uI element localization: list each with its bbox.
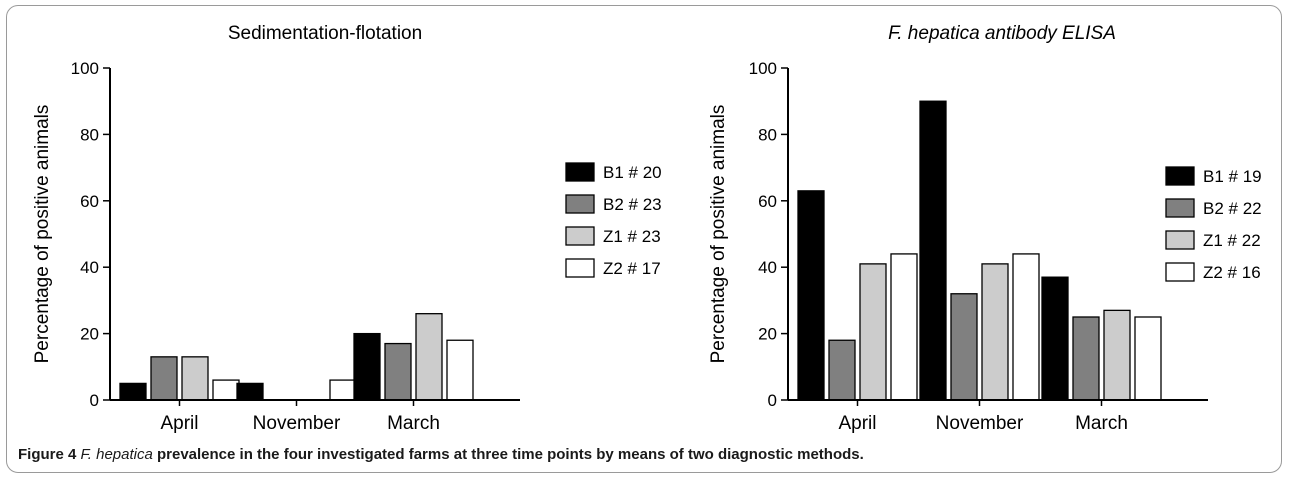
- legend-label: Z2 # 17: [603, 259, 661, 278]
- y-tick-label: 20: [80, 325, 99, 344]
- bar: [890, 253, 918, 401]
- chart-title: F. hepatica antibody ELISA: [888, 23, 1116, 44]
- x-tick-label: April: [838, 413, 876, 434]
- legend-swatch: [1165, 262, 1195, 282]
- x-tick-label: March: [1075, 413, 1128, 434]
- y-tick-label: 0: [90, 391, 99, 410]
- chart-1: Sedimentation-flotation Percentage of pos…: [32, 23, 662, 434]
- legend-swatch: [565, 194, 595, 214]
- bar: [181, 356, 209, 401]
- caption-text: prevalence in the four investigated farm…: [152, 446, 864, 463]
- bar: [919, 100, 947, 401]
- bar: [446, 339, 474, 401]
- x-tick-label: March: [387, 413, 440, 434]
- bar: [236, 382, 264, 401]
- legend-label: B1 # 20: [603, 163, 662, 182]
- legend-swatch: [1165, 230, 1195, 250]
- y-tick-label: 60: [758, 192, 777, 211]
- bar: [415, 313, 443, 401]
- legend-swatch: [565, 162, 595, 182]
- legend-swatch: [565, 258, 595, 278]
- bar: [119, 382, 147, 401]
- chart-2: F. hepatica antibody ELISA Percentage of …: [708, 23, 1262, 434]
- bar: [384, 342, 412, 401]
- bar: [1012, 253, 1040, 401]
- legend-label: Z2 # 16: [1203, 263, 1261, 282]
- x-tick-label: April: [160, 413, 198, 434]
- bar: [329, 379, 357, 401]
- caption-italic: F. hepatica: [80, 446, 153, 463]
- x-tick-label: November: [253, 413, 341, 434]
- y-tick-label: 40: [80, 258, 99, 277]
- y-axis-label: Percentage of positive animals: [708, 105, 729, 364]
- y-tick-label: 80: [758, 125, 777, 144]
- bar: [1041, 276, 1069, 401]
- x-tick-label: November: [936, 413, 1024, 434]
- y-axis-label: Percentage of positive animals: [32, 105, 53, 364]
- bar: [1134, 316, 1162, 401]
- y-tick-label: 20: [758, 325, 777, 344]
- y-tick-label: 40: [758, 258, 777, 277]
- legend-label: B2 # 23: [603, 195, 662, 214]
- y-tick-label: 0: [768, 391, 777, 410]
- y-tick-label: 100: [71, 59, 99, 78]
- legend-swatch: [1165, 198, 1195, 218]
- legend-label: B1 # 19: [1203, 167, 1262, 186]
- bar: [981, 263, 1009, 401]
- caption-label: Figure 4: [18, 446, 77, 463]
- bar: [353, 332, 381, 401]
- bar: [859, 263, 887, 401]
- legend-label: Z1 # 23: [603, 227, 661, 246]
- legend-swatch: [1165, 166, 1195, 186]
- bar: [1072, 316, 1100, 401]
- bar: [797, 190, 825, 401]
- legend-label: B2 # 22: [1203, 199, 1262, 218]
- bar: [150, 356, 178, 401]
- bar: [828, 339, 856, 401]
- legend-label: Z1 # 22: [1203, 231, 1261, 250]
- figure-caption: Figure 4 F. hepatica prevalence in the f…: [18, 446, 1268, 463]
- chart-title: Sedimentation-flotation: [228, 23, 422, 44]
- bar: [1103, 309, 1131, 401]
- bar: [212, 379, 240, 401]
- y-tick-label: 80: [80, 125, 99, 144]
- y-tick-label: 60: [80, 192, 99, 211]
- bar: [950, 293, 978, 401]
- y-tick-label: 100: [749, 59, 777, 78]
- legend-swatch: [565, 226, 595, 246]
